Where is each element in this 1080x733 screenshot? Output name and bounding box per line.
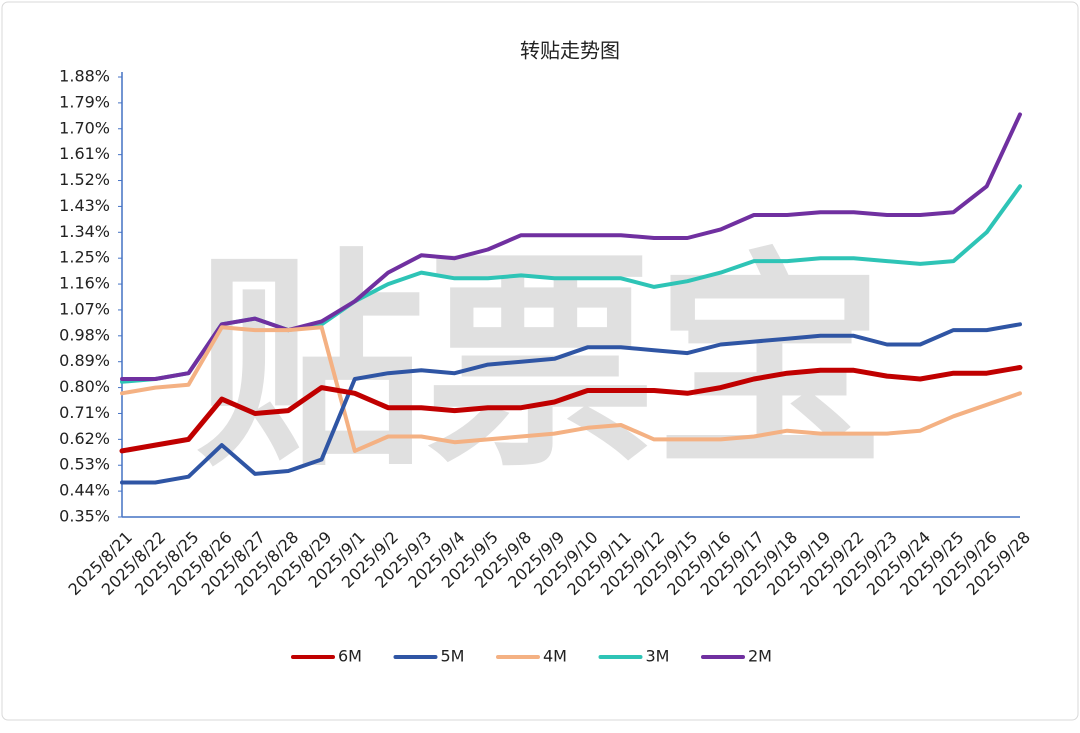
legend-label: 6M	[338, 647, 362, 666]
y-tick-label: 0.53%	[59, 455, 110, 474]
y-tick-label: 1.61%	[59, 144, 110, 163]
y-tick-label: 1.70%	[59, 118, 110, 137]
y-tick-label: 1.16%	[59, 274, 110, 293]
y-tick-label: 0.89%	[59, 351, 110, 370]
y-tick-label: 1.34%	[59, 222, 110, 241]
series-line	[120, 112, 1022, 381]
y-tick-label: 1.52%	[59, 170, 110, 189]
chart-title: 转贴走势图	[520, 39, 620, 63]
series-line	[119, 365, 1023, 454]
y-tick-label: 1.25%	[59, 248, 110, 267]
legend-label: 5M	[441, 647, 465, 666]
y-tick-label: 1.07%	[59, 299, 110, 318]
y-tick-label: 0.62%	[59, 429, 110, 448]
legend-label: 2M	[748, 647, 772, 666]
legend-label: 3M	[646, 647, 670, 666]
watermark: 贴票宝	[195, 231, 885, 498]
y-tick-label: 0.80%	[59, 377, 110, 396]
series-line	[120, 322, 1022, 485]
y-tick-label: 0.71%	[59, 403, 110, 422]
y-tick-label: 0.44%	[59, 481, 110, 500]
series-line	[120, 325, 1022, 453]
y-tick-label: 0.35%	[59, 507, 110, 526]
y-tick-label: 1.79%	[59, 92, 110, 111]
y-tick-label: 0.98%	[59, 325, 110, 344]
legend-label: 4M	[543, 647, 567, 666]
y-tick-label: 1.43%	[59, 196, 110, 215]
y-tick-label: 1.88%	[59, 67, 110, 86]
